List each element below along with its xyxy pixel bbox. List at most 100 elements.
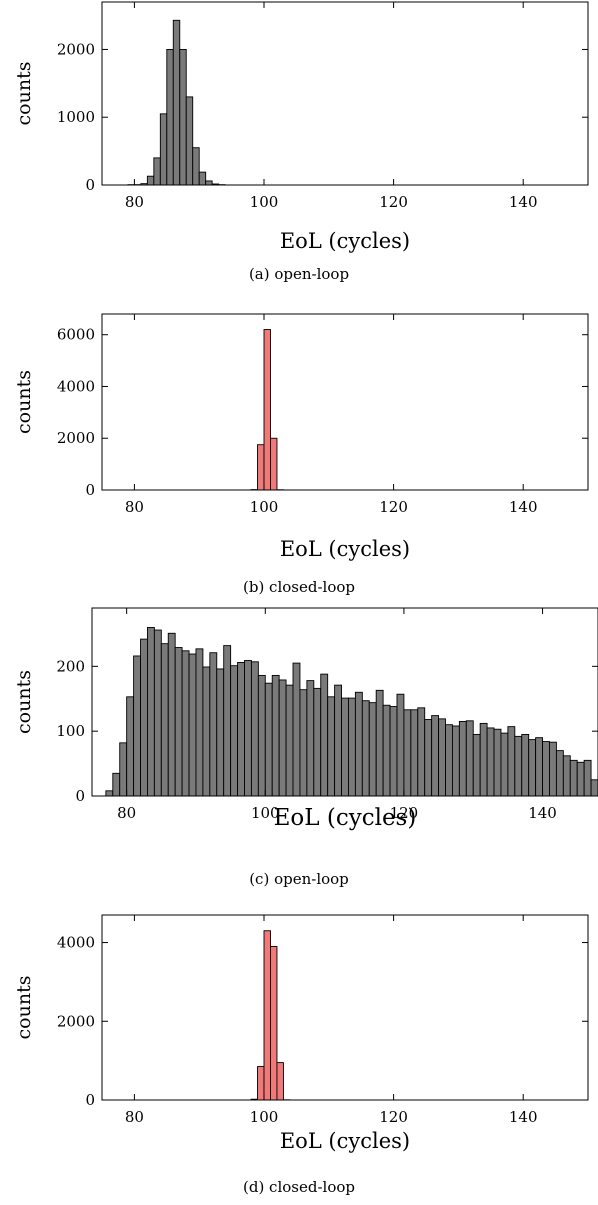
plot-frame xyxy=(101,914,589,1101)
chart-caption-d: (d) closed-loop xyxy=(242,1178,355,1196)
histogram-bar xyxy=(535,737,543,797)
histogram-bar xyxy=(569,759,578,797)
histogram-bar xyxy=(270,437,278,491)
histogram-bar xyxy=(590,779,598,797)
histogram-bar xyxy=(299,689,308,797)
histogram-chart-b: 80 100 120 140 0 2000 4000 6000 EoL (cycles) coun… xyxy=(13,313,589,561)
histogram-bar xyxy=(250,661,259,797)
y-tick-label: 4000 xyxy=(57,934,95,952)
histogram-bar xyxy=(438,718,446,797)
histogram-bar xyxy=(507,726,516,797)
histogram-bar xyxy=(285,684,294,797)
histogram-bar xyxy=(263,329,271,491)
plot-frame xyxy=(101,313,589,491)
x-tick-label: 140 xyxy=(509,193,538,211)
y-tick-label: 6000 xyxy=(57,326,95,344)
histogram-bar xyxy=(202,666,211,797)
histogram-bar xyxy=(112,772,121,797)
histogram-bar xyxy=(270,946,278,1101)
histogram-bar xyxy=(320,673,329,797)
histogram-bar xyxy=(486,727,495,797)
histogram-bar xyxy=(445,724,453,797)
y-tick-label: 200 xyxy=(56,657,85,675)
histogram-bar xyxy=(119,742,128,797)
histogram-bar xyxy=(403,709,412,797)
x-tick-label: 80 xyxy=(125,498,144,516)
histogram-bar xyxy=(500,732,509,797)
histogram-bar xyxy=(562,755,571,797)
y-tick-label: 0 xyxy=(75,787,85,805)
histogram-bar xyxy=(237,662,245,797)
histogram-bar xyxy=(244,660,252,797)
histogram-bar xyxy=(192,147,200,186)
y-axis-label: counts xyxy=(13,370,35,434)
histogram-bar xyxy=(153,157,161,186)
histogram-panel-b: 80 100 120 140 0 2000 4000 6000 EoL (cycles) coun… xyxy=(0,302,598,597)
histogram-bar xyxy=(493,728,502,797)
x-tick-label: 100 xyxy=(250,498,279,516)
x-tick-label: 120 xyxy=(379,193,408,211)
histogram-bar xyxy=(223,645,232,797)
histogram-bar xyxy=(368,702,377,797)
histogram-bar xyxy=(458,720,467,797)
x-axis-label: EoL (cycles) xyxy=(280,229,410,253)
histogram-bar xyxy=(278,679,287,797)
histogram-bar xyxy=(146,175,155,186)
histogram-bar xyxy=(105,790,114,797)
histogram-bar xyxy=(542,741,550,797)
histogram-panel-a: 80 100 120 140 0 1000 2000 EoL (cycles) counts (… xyxy=(0,0,598,295)
histogram-bar xyxy=(185,96,194,186)
histogram-bar xyxy=(306,680,315,797)
histogram-bar xyxy=(555,750,564,797)
histogram-bar xyxy=(140,638,148,797)
y-tick-label: 2000 xyxy=(57,40,95,58)
histogram-bar xyxy=(257,444,265,491)
histogram-panel-c: 80 100 120 140 0 100 200 EoL (cycles) counts (c)… xyxy=(0,605,598,905)
histogram-bar xyxy=(354,691,363,797)
histogram-bar xyxy=(514,735,523,797)
histogram-bar xyxy=(313,687,322,797)
plot-frame xyxy=(101,1,589,186)
histogram-bar xyxy=(166,48,174,186)
histogram-bar xyxy=(375,689,384,797)
histogram-bar xyxy=(205,180,213,186)
y-tick-label: 0 xyxy=(85,176,95,194)
histogram-bar xyxy=(271,674,280,797)
histogram-bar xyxy=(181,650,190,797)
x-tick-label: 80 xyxy=(117,804,136,822)
histogram-bar xyxy=(431,715,440,797)
y-axis-label: counts xyxy=(13,62,35,126)
y-tick-label: 4000 xyxy=(57,377,95,395)
histogram-bar xyxy=(264,682,273,797)
chart-caption-b: (b) closed-loop xyxy=(242,578,355,596)
y-tick-label: 100 xyxy=(56,722,85,740)
x-tick-label: 100 xyxy=(250,193,279,211)
histogram-bar xyxy=(396,693,405,797)
y-tick-label: 1000 xyxy=(57,108,95,126)
x-tick-label: 140 xyxy=(509,1108,538,1126)
histogram-bar xyxy=(188,653,197,797)
histogram-bar xyxy=(389,706,398,797)
histogram-bar xyxy=(334,684,342,797)
histogram-bar xyxy=(198,171,207,186)
histogram-bar xyxy=(174,647,183,797)
chart-caption-c: (c) open-loop xyxy=(249,870,349,888)
histogram-bar xyxy=(528,739,537,797)
plot-frame xyxy=(91,607,598,797)
histogram-bar xyxy=(276,1062,284,1101)
histogram-chart-c: 80 100 120 140 0 100 200 EoL (cycles) counts xyxy=(13,607,598,831)
y-axis-label: counts xyxy=(13,976,35,1040)
x-tick-label: 140 xyxy=(509,498,538,516)
histogram-panel-d: 80 100 120 140 0 2000 4000 EoL (cycles) counts (… xyxy=(0,905,598,1205)
x-tick-label: 120 xyxy=(379,1108,408,1126)
histogram-bar xyxy=(263,930,271,1101)
histogram-bar xyxy=(348,697,356,797)
y-tick-label: 2000 xyxy=(57,429,95,447)
histogram-bar xyxy=(465,720,474,797)
y-tick-label: 2000 xyxy=(57,1012,95,1030)
x-tick-label: 100 xyxy=(251,804,280,822)
chart-caption-a: (a) open-loop xyxy=(248,265,350,283)
histogram-bar xyxy=(133,655,141,797)
x-axis-label: EoL (cycles) xyxy=(274,805,417,831)
histogram-bar xyxy=(382,704,391,797)
